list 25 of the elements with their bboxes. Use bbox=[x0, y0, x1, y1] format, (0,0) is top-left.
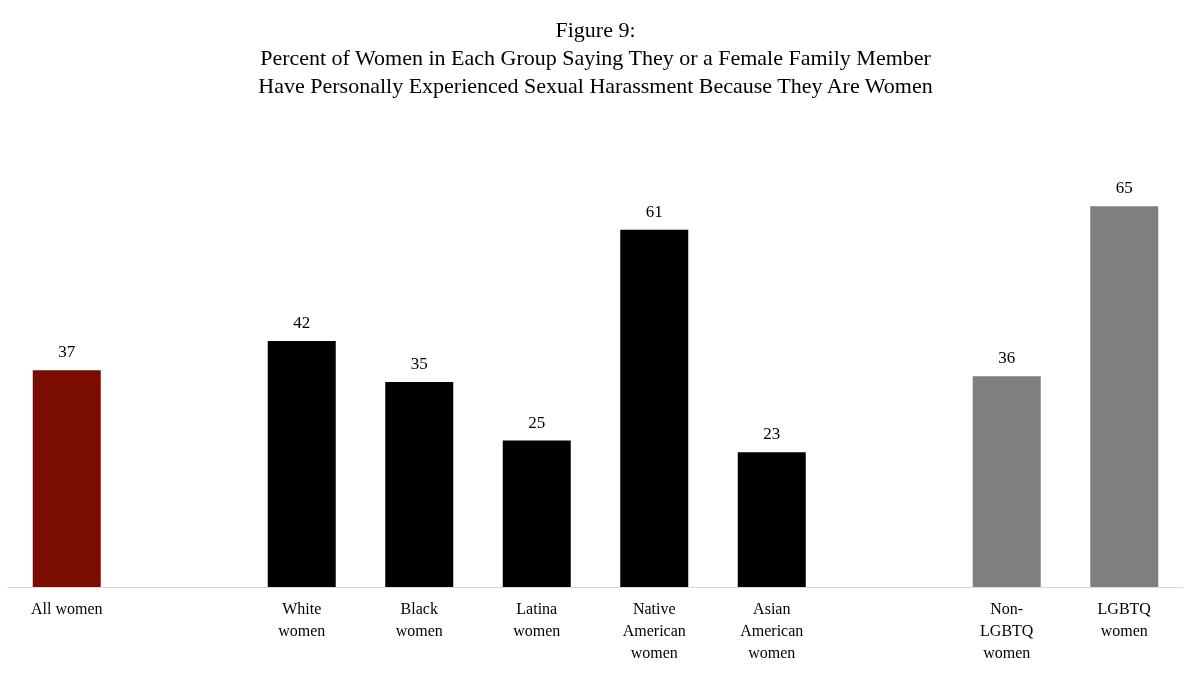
x-tick-label: Latina women bbox=[513, 599, 561, 639]
bar bbox=[737, 452, 806, 587]
bar bbox=[972, 376, 1041, 587]
x-tick-label: Native American women bbox=[622, 599, 686, 661]
data-label: 23 bbox=[763, 424, 781, 444]
x-tick-label: LGBTQ women bbox=[1097, 599, 1152, 639]
data-label: 37 bbox=[58, 342, 76, 362]
data-label: 65 bbox=[1115, 178, 1133, 198]
x-tick-label: All women bbox=[30, 599, 103, 617]
bar bbox=[1090, 206, 1159, 587]
bar bbox=[267, 341, 336, 587]
data-label: 36 bbox=[998, 348, 1016, 368]
bar bbox=[502, 440, 571, 587]
data-label: 35 bbox=[410, 354, 428, 373]
x-tick-label: Non- LGBTQ women bbox=[980, 599, 1034, 661]
x-tick-label: Black women bbox=[395, 599, 443, 639]
data-label: 61 bbox=[645, 201, 663, 221]
x-tick-label: Asian American women bbox=[740, 599, 804, 661]
x-tick-label: White women bbox=[278, 599, 326, 639]
bar bbox=[32, 370, 101, 587]
data-label: 42 bbox=[293, 313, 311, 332]
bar bbox=[385, 382, 454, 587]
chart-title: Figure 9: Percent of Women in Each Group Saying They or a Female Family Member Have Personally Experienced Sexual Harassment Because They Are Women bbox=[258, 16, 933, 98]
bar bbox=[620, 229, 689, 587]
data-label: 25 bbox=[528, 412, 546, 432]
